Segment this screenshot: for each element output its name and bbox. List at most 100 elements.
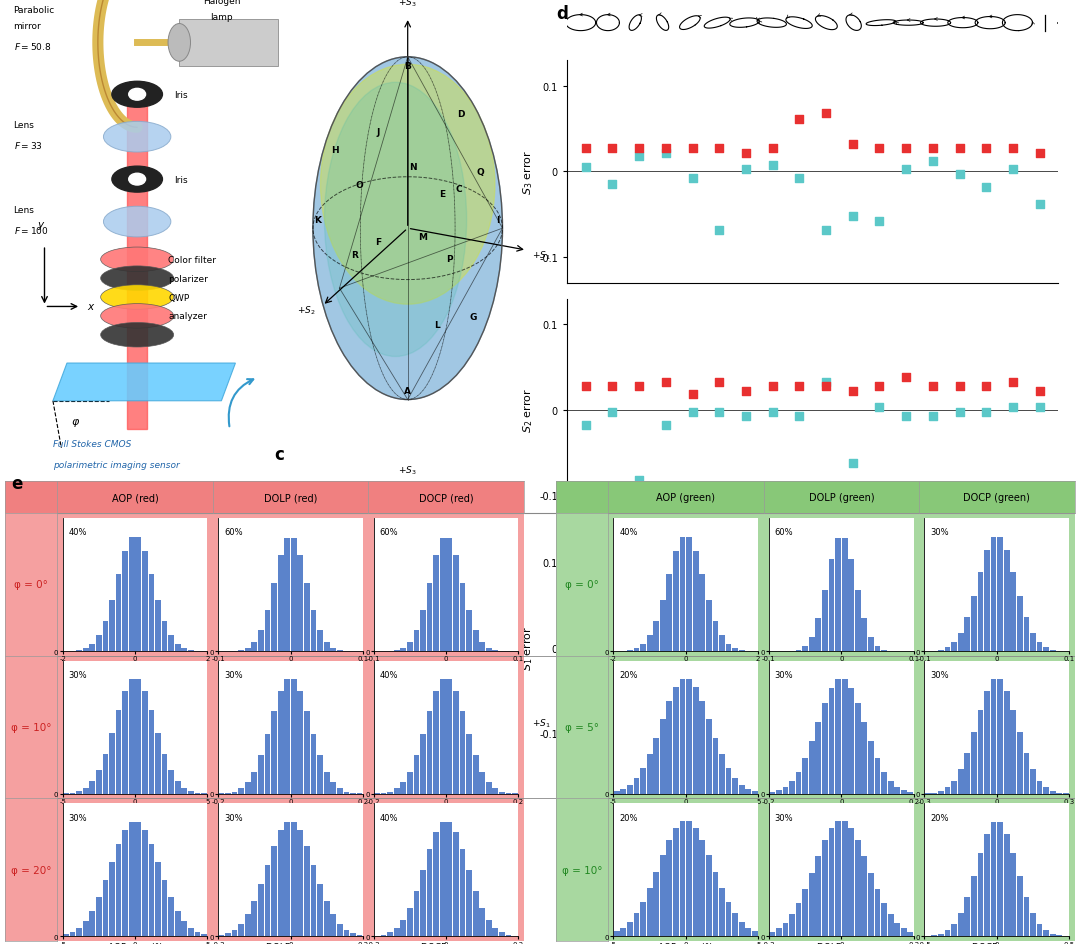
Bar <box>446 822 453 936</box>
Text: H: H <box>330 613 339 622</box>
Bar <box>401 919 406 936</box>
Bar <box>653 738 659 794</box>
Bar <box>713 871 718 936</box>
Point <box>897 616 915 632</box>
Text: 30%: 30% <box>224 670 243 679</box>
Bar <box>473 755 478 794</box>
Point <box>711 223 728 238</box>
Bar <box>305 846 310 936</box>
Bar <box>752 932 758 936</box>
Ellipse shape <box>112 82 162 109</box>
Point <box>738 597 755 612</box>
Bar <box>194 793 201 794</box>
Bar <box>951 781 957 794</box>
Point <box>897 141 915 156</box>
Text: M: M <box>418 700 427 710</box>
Bar <box>420 870 426 936</box>
Bar <box>769 792 775 794</box>
Bar <box>802 647 808 651</box>
Bar <box>265 611 270 651</box>
Bar <box>486 919 491 936</box>
Bar <box>245 649 251 651</box>
Text: G: G <box>470 312 477 321</box>
Bar <box>1030 633 1036 651</box>
Bar <box>875 647 880 651</box>
Text: Iris: Iris <box>174 91 187 100</box>
Bar <box>77 650 82 651</box>
Point <box>924 141 942 156</box>
Bar <box>401 783 406 794</box>
Point <box>845 456 862 471</box>
Bar <box>414 631 419 651</box>
Point <box>1004 376 1022 391</box>
Bar <box>977 572 983 651</box>
Bar <box>815 855 821 936</box>
Point <box>924 155 942 170</box>
Text: DOLP error: DOLP error <box>266 942 315 944</box>
Point <box>1004 631 1022 646</box>
Bar <box>620 928 626 936</box>
Point <box>1031 638 1049 653</box>
Bar <box>620 789 626 794</box>
Text: H: H <box>330 145 339 155</box>
Bar <box>835 680 841 794</box>
Bar <box>460 850 465 936</box>
Bar <box>673 551 679 651</box>
Bar <box>401 649 406 651</box>
Bar <box>726 768 731 794</box>
Point <box>1004 141 1022 156</box>
Bar <box>122 830 129 936</box>
Point <box>657 376 674 391</box>
Text: mirror: mirror <box>14 22 41 31</box>
Bar <box>1003 834 1010 936</box>
Bar <box>1011 572 1016 651</box>
Text: φ = 10°: φ = 10° <box>562 865 603 875</box>
Point <box>684 172 701 187</box>
Bar <box>951 924 957 936</box>
Bar <box>627 650 633 651</box>
Point <box>845 699 862 714</box>
Point <box>951 405 969 420</box>
Bar <box>135 821 141 936</box>
Text: AOP error(°): AOP error(°) <box>108 942 162 944</box>
Bar <box>122 691 129 794</box>
Text: N: N <box>408 163 417 172</box>
Point <box>631 379 648 394</box>
Point <box>738 384 755 399</box>
Bar <box>453 692 459 794</box>
Bar <box>181 921 187 936</box>
Bar <box>815 722 821 794</box>
Bar <box>394 650 400 651</box>
Bar <box>848 688 854 794</box>
Point <box>951 616 969 632</box>
Bar <box>394 928 400 936</box>
Text: I: I <box>496 215 499 225</box>
Text: D: D <box>458 110 464 119</box>
Bar <box>162 621 167 651</box>
Bar <box>1003 691 1010 794</box>
Bar <box>868 741 874 794</box>
Bar <box>188 791 193 794</box>
Bar <box>977 710 983 794</box>
Point <box>657 418 674 433</box>
Text: φ = 10°: φ = 10° <box>11 722 52 733</box>
Bar <box>297 831 303 936</box>
Bar <box>855 703 861 794</box>
Bar <box>271 712 276 794</box>
Bar <box>660 719 665 794</box>
Text: $+S_1$: $+S_1$ <box>531 249 551 261</box>
Text: O: O <box>355 180 363 190</box>
Point <box>818 638 835 653</box>
Bar <box>141 691 148 794</box>
Bar <box>647 754 652 794</box>
Bar <box>745 928 752 936</box>
Ellipse shape <box>324 83 467 357</box>
Bar <box>440 822 446 936</box>
Bar <box>1043 648 1049 651</box>
Point <box>684 625 701 640</box>
Point <box>604 622 621 637</box>
Bar <box>291 538 297 651</box>
Bar <box>862 618 867 651</box>
Point <box>1031 197 1049 212</box>
Point <box>738 410 755 425</box>
